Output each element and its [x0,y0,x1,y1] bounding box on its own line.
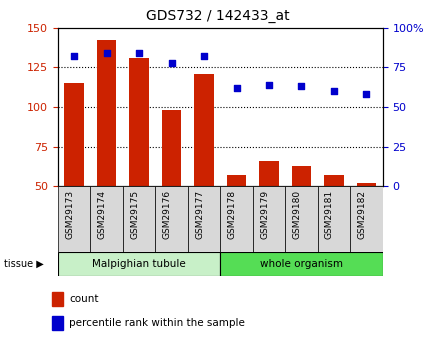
Bar [324,175,344,266]
Bar [52,316,63,331]
Point [200,53,207,59]
Bar [162,110,181,266]
Point [330,88,337,94]
Point [363,91,370,97]
Text: GSM29177: GSM29177 [195,189,204,239]
Text: GSM29176: GSM29176 [162,189,172,239]
Bar [155,186,188,252]
Text: GSM29174: GSM29174 [97,189,107,239]
Point [265,82,272,88]
Bar [129,58,149,266]
Bar [285,186,318,252]
Bar [188,186,220,252]
Text: percentile rank within the sample: percentile rank within the sample [69,318,245,328]
Text: GDS732 / 142433_at: GDS732 / 142433_at [146,9,290,23]
Bar [90,186,123,252]
Point [70,53,78,59]
Text: GSM29181: GSM29181 [325,189,334,239]
Point [233,85,240,91]
Text: count: count [69,294,99,304]
Bar [58,252,220,276]
Bar [253,186,285,252]
Text: GSM29182: GSM29182 [357,189,367,239]
Bar [259,161,279,266]
Text: GSM29179: GSM29179 [260,189,269,239]
Bar [292,166,311,266]
Bar [65,83,84,266]
Text: GSM29173: GSM29173 [65,189,74,239]
Bar [350,186,383,252]
Bar [357,183,376,266]
Bar [123,186,155,252]
Text: GSM29180: GSM29180 [292,189,302,239]
Bar [194,73,214,266]
Bar [227,175,246,266]
Text: whole organism: whole organism [260,259,343,269]
Text: tissue ▶: tissue ▶ [4,259,44,269]
Text: GSM29178: GSM29178 [227,189,237,239]
Text: Malpighian tubule: Malpighian tubule [92,259,186,269]
Point [168,60,175,65]
Bar [318,186,350,252]
Point [298,83,305,89]
Point [135,50,142,56]
Bar [220,186,253,252]
Bar [97,40,116,266]
Bar [220,252,383,276]
Bar [58,186,90,252]
Bar [52,292,63,306]
Text: GSM29175: GSM29175 [130,189,139,239]
Point [103,50,110,56]
